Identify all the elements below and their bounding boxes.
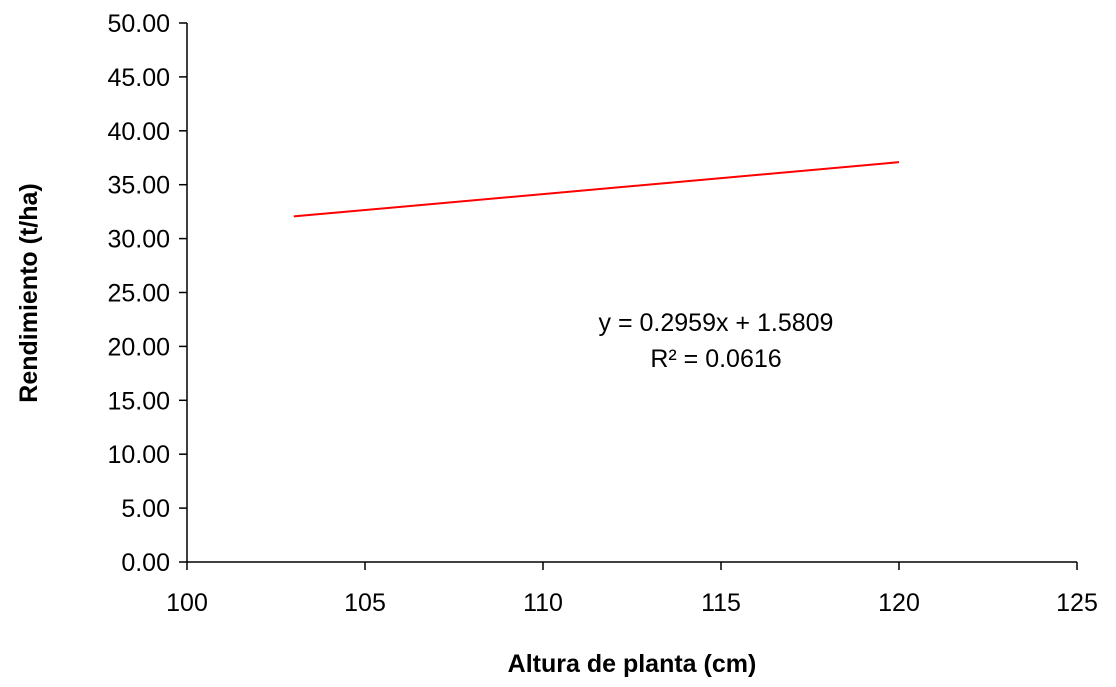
y-tick-label: 5.00 [121, 495, 170, 523]
trendline [293, 161, 900, 218]
y-tick-label: 25.00 [107, 280, 170, 308]
y-tick-label: 45.00 [107, 64, 170, 92]
y-axis-title: Rendimiento (t/ha) [15, 183, 43, 402]
y-tick-label: 30.00 [107, 226, 170, 254]
x-tick-label: 125 [1056, 589, 1098, 617]
trendline-r-squared: R² = 0.0616 [650, 345, 781, 373]
x-axis-title: Altura de planta (cm) [508, 650, 757, 678]
x-ticks: 100 105 110 115 120 125 [166, 562, 1098, 617]
y-tick-label: 50.00 [107, 10, 170, 38]
y-tick-label: 10.00 [107, 441, 170, 469]
y-tick-label: 0.00 [121, 549, 170, 577]
x-tick-label: 115 [701, 589, 741, 617]
y-tick-label: 15.00 [107, 387, 170, 415]
y-tick-label: 20.00 [107, 333, 170, 361]
axes [186, 23, 1077, 563]
trendline-equation: y = 0.2959x + 1.5809 [599, 309, 834, 337]
y-tick-label: 40.00 [107, 118, 170, 146]
y-ticks: 0.00 5.00 10.00 15.00 20.00 25.00 30.00 35.00 40… [107, 10, 187, 577]
y-tick-label: 35.00 [107, 172, 170, 200]
x-tick-label: 105 [344, 589, 386, 617]
x-tick-label: 120 [878, 589, 920, 617]
x-tick-label: 100 [166, 589, 208, 617]
x-tick-label: 110 [523, 589, 563, 617]
series-layer [293, 161, 900, 218]
